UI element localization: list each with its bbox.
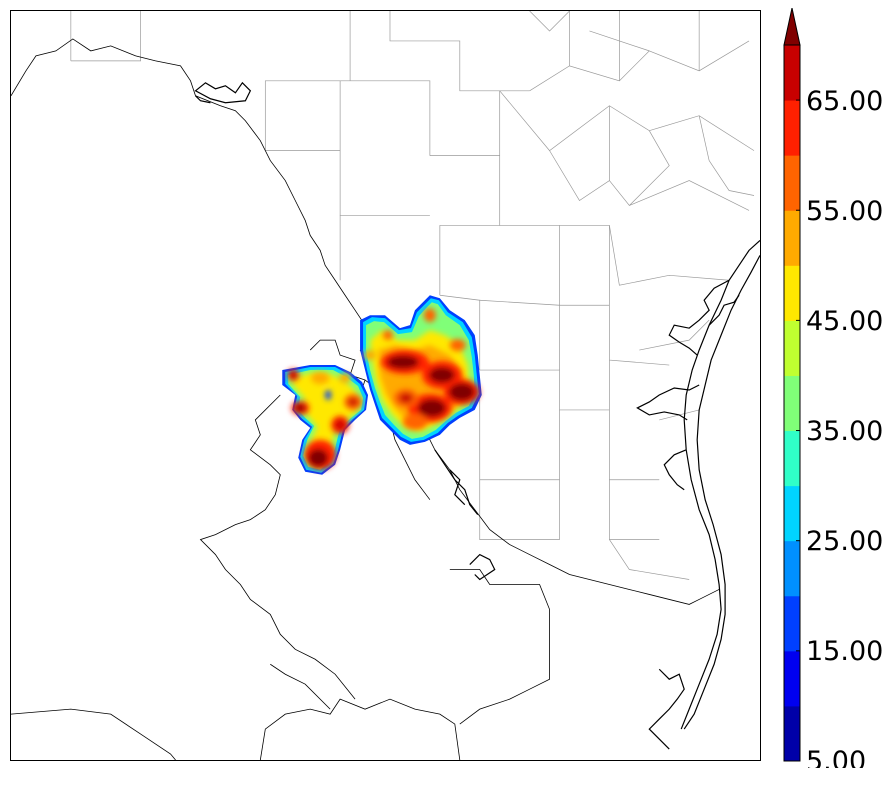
colorbar-tick-label-45: 45.00 [806,306,883,337]
colorbar-segment [784,485,800,542]
colorbar-segment [784,45,800,101]
colorbar-tick-label-25: 25.00 [806,526,883,557]
state-boundaries [11,38,720,760]
coastline [194,81,760,750]
map-panel [10,10,761,761]
colorbar-tick-label-35: 35.00 [806,416,883,447]
colorbar-tick-label-65: 65.00 [806,86,883,117]
colorbar: 65.00 55.00 45.00 35.00 25.00 15.00 5.00 [783,8,883,768]
colorbar-tick-label-55: 55.00 [806,196,883,227]
colorbar-segment [784,430,800,487]
colorbar-segment [784,540,800,597]
colorbar-segment [784,320,800,376]
colorbar-segment [784,265,800,321]
colorbar-segment [784,375,800,432]
colorbar-segment [784,705,800,762]
colorbar-tick-label-15: 15.00 [806,636,883,667]
colorbar-frame [783,44,801,762]
colorbar-extend-arrow [783,8,801,46]
reflectivity-field [282,295,482,475]
colorbar-segment [784,100,800,156]
colorbar-segments [783,8,801,762]
colorbar-tick-label-5: 5.00 [806,746,866,768]
colorbar-segment [784,210,800,266]
colorbar-segment [784,650,800,707]
colorbar-segment [784,155,800,211]
colorbar-segment [784,595,800,652]
map-canvas [11,11,760,760]
county-boundaries [70,11,755,580]
